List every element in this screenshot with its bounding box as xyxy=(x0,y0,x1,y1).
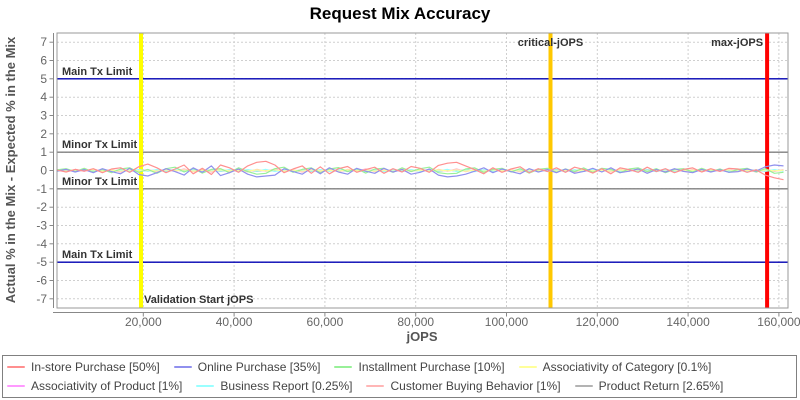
legend-label: Associativity of Category [0.1%] xyxy=(542,359,712,374)
limit-lines xyxy=(57,78,788,263)
legend-item-installment-purchase: Installment Purchase [10%] xyxy=(334,359,505,374)
y-tick-label: 5 xyxy=(40,72,47,86)
legend-label: Customer Buying Behavior [1%] xyxy=(390,379,561,394)
legend-label: In-store Purchase [50%] xyxy=(31,359,160,374)
y-tick-label: 7 xyxy=(40,35,47,49)
legend-marker-icon xyxy=(173,365,192,368)
limit-line-label: Main Tx Limit xyxy=(62,66,133,78)
y-tick-label: -2 xyxy=(36,200,47,214)
x-tick-label: 60,000 xyxy=(307,315,344,329)
legend-item-online-purchase: Online Purchase [35%] xyxy=(173,359,321,374)
y-tick-label: -1 xyxy=(36,182,47,196)
legend-row: Associativity of Product [1%] Business Re… xyxy=(7,377,792,396)
marker-label-max-jops: max-jOPS xyxy=(711,37,763,49)
legend-marker-icon xyxy=(334,365,353,368)
chart-title: Request Mix Accuracy xyxy=(309,4,491,23)
legend-row: In-store Purchase [50%] Online Purchase [… xyxy=(7,357,792,376)
x-tick-label: 20,000 xyxy=(125,315,162,329)
legend-item-business-report: Business Report [0.25%] xyxy=(196,379,352,393)
annotations: Main Tx Limit Minor Tx Limit Minor Tx Limi… xyxy=(62,37,763,306)
series-lines xyxy=(56,160,784,181)
legend-label: Online Purchase [35%] xyxy=(197,359,321,374)
plot-border xyxy=(56,32,789,309)
x-tick-label: 160,000 xyxy=(757,315,800,329)
legend-marker-icon xyxy=(7,365,25,368)
legend-label: Associativity of Product [1%] xyxy=(31,379,183,394)
legend-item-customer-buying-behavior: Customer Buying Behavior [1%] xyxy=(366,379,561,394)
legend-label: Business Report [0.25%] xyxy=(220,379,353,394)
limit-line-label: Main Tx Limit xyxy=(62,249,133,261)
x-tick-label: 100,000 xyxy=(485,315,529,329)
legend-marker-icon xyxy=(574,385,593,388)
x-tick-label: 40,000 xyxy=(216,315,253,329)
x-tick-label: 140,000 xyxy=(666,315,710,329)
y-tick-label: -7 xyxy=(36,292,47,306)
y-tick-label: -6 xyxy=(36,274,47,288)
legend-item-in-store-purchase: In-store Purchase [50%] xyxy=(7,360,160,374)
legend-item-associativity-of-category: Associativity of Category [0.1%] xyxy=(518,359,712,374)
y-tick-label: 1 xyxy=(40,145,47,159)
limit-line-label: Minor Tx Limit xyxy=(62,139,138,151)
plot-area: 7 6 5 4 3 2 1 0 -1 -2 -3 -4 -5 -6 -7 20,000 40,000 60,000… xyxy=(3,32,800,344)
series-line-in-store-purchase xyxy=(56,160,784,181)
y-tick-label: -4 xyxy=(36,237,47,251)
legend-marker-icon xyxy=(366,385,385,388)
series-line-online-purchase xyxy=(56,164,784,178)
legend-label: Product Return [2.65%] xyxy=(598,379,724,394)
y-tick-label: 6 xyxy=(40,54,47,68)
legend-label: Installment Purchase [10%] xyxy=(358,359,505,374)
legend-box: In-store Purchase [50%] Online Purchase [… xyxy=(2,355,797,398)
x-tick-label: 80,000 xyxy=(397,315,434,329)
marker-label-critical-jops: critical-jOPS xyxy=(518,37,583,49)
legend-item-associativity-of-product: Associativity of Product [1%] xyxy=(7,379,182,393)
x-axis-title: jOPS xyxy=(405,329,437,344)
y-tick-label: 3 xyxy=(40,109,47,123)
legend-marker-icon xyxy=(518,365,537,368)
legend-item-product-return: Product Return [2.65%] xyxy=(574,379,724,394)
y-axis-title: Actual % in the Mix - Expected % in the … xyxy=(3,36,18,303)
y-tick-label: 2 xyxy=(40,127,47,141)
y-tick-label: -3 xyxy=(36,219,47,233)
y-tick-label: -5 xyxy=(36,255,47,269)
y-tick-label: 0 xyxy=(40,164,47,178)
marker-label-validation-start: Validation Start jOPS xyxy=(144,294,253,306)
limit-line-label: Minor Tx Limit xyxy=(62,176,138,188)
legend-marker-icon xyxy=(7,385,25,388)
axes: 7 6 5 4 3 2 1 0 -1 -2 -3 -4 -5 -6 -7 20,000 40,000 60,000… xyxy=(36,32,800,329)
x-tick-label: 120,000 xyxy=(576,315,620,329)
legend-marker-icon xyxy=(196,385,215,388)
y-tick-label: 4 xyxy=(40,90,47,104)
